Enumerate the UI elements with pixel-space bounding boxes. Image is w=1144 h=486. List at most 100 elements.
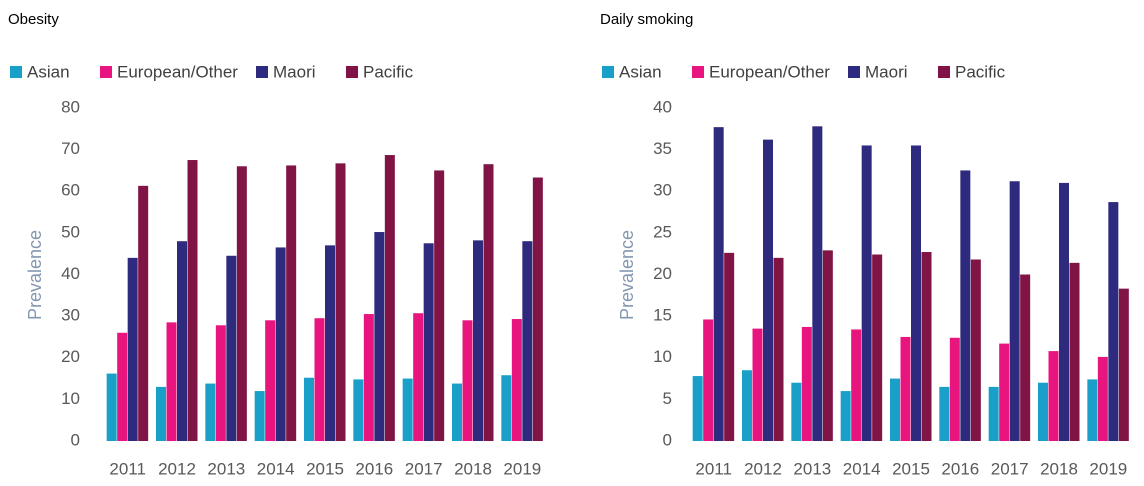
bar bbox=[1020, 274, 1031, 441]
bar bbox=[254, 391, 265, 441]
bar bbox=[791, 382, 802, 441]
bar bbox=[156, 386, 166, 441]
bar bbox=[511, 319, 522, 441]
bar bbox=[713, 127, 724, 442]
bar bbox=[703, 319, 714, 441]
bar bbox=[1059, 182, 1069, 442]
chart-title: Daily smoking bbox=[600, 11, 693, 28]
bar bbox=[872, 254, 883, 441]
legend-label: Asian bbox=[27, 62, 70, 81]
bar bbox=[384, 155, 395, 441]
bar bbox=[970, 259, 981, 441]
x-tick-label: 2015 bbox=[306, 459, 344, 478]
bar bbox=[335, 163, 346, 441]
bar bbox=[314, 318, 325, 441]
bar bbox=[473, 240, 483, 441]
legend-label: Maori bbox=[273, 62, 316, 81]
bar bbox=[801, 326, 812, 441]
bar bbox=[851, 329, 862, 441]
x-tick-label: 2011 bbox=[695, 459, 732, 478]
y-tick-label: 30 bbox=[61, 306, 80, 325]
bar bbox=[949, 337, 960, 441]
y-tick-label: 50 bbox=[61, 222, 80, 241]
x-tick-label: 2013 bbox=[207, 459, 245, 478]
bar bbox=[890, 378, 900, 441]
bar bbox=[226, 255, 237, 441]
y-tick-label: 35 bbox=[653, 139, 672, 158]
y-axis-label: Prevalence bbox=[25, 230, 45, 320]
bar bbox=[127, 257, 138, 441]
x-tick-label: 2019 bbox=[503, 459, 541, 478]
bar bbox=[1087, 379, 1098, 441]
bar bbox=[911, 145, 921, 441]
x-tick-label: 2016 bbox=[941, 459, 979, 478]
bar bbox=[1097, 356, 1108, 441]
bar bbox=[1009, 181, 1020, 441]
y-tick-label: 15 bbox=[653, 306, 672, 325]
y-tick-label: 40 bbox=[61, 264, 80, 283]
bar bbox=[1038, 382, 1048, 441]
bar bbox=[452, 383, 462, 441]
bar bbox=[939, 386, 950, 441]
bar bbox=[434, 170, 445, 441]
y-tick-label: 20 bbox=[653, 264, 672, 283]
y-tick-label: 25 bbox=[653, 222, 672, 241]
bar bbox=[286, 165, 297, 441]
x-tick-label: 2018 bbox=[454, 459, 492, 478]
y-tick-label: 10 bbox=[61, 389, 80, 408]
bar bbox=[1048, 351, 1059, 441]
bar bbox=[1069, 262, 1080, 441]
bar bbox=[501, 375, 512, 441]
x-tick-label: 2017 bbox=[991, 459, 1029, 478]
legend-swatch bbox=[10, 66, 22, 78]
bar bbox=[999, 343, 1010, 441]
bar bbox=[960, 170, 971, 441]
bar bbox=[988, 386, 999, 441]
legend-swatch bbox=[346, 66, 358, 78]
y-tick-label: 0 bbox=[663, 430, 672, 449]
legend-label: Pacific bbox=[363, 62, 414, 81]
legend-label: Maori bbox=[865, 62, 908, 81]
bar bbox=[861, 145, 872, 441]
y-tick-label: 20 bbox=[61, 347, 80, 366]
legend-label: Pacific bbox=[955, 62, 1006, 81]
bar bbox=[166, 322, 177, 441]
y-axis-label: Prevalence bbox=[617, 230, 637, 320]
bar bbox=[752, 328, 763, 441]
chart-title: Obesity bbox=[8, 11, 59, 28]
x-tick-label: 2017 bbox=[405, 459, 443, 478]
bar bbox=[402, 378, 413, 441]
bar bbox=[423, 243, 434, 441]
x-tick-label: 2013 bbox=[793, 459, 831, 478]
bar bbox=[532, 177, 543, 442]
bar bbox=[205, 383, 216, 441]
bar bbox=[921, 252, 932, 441]
y-tick-label: 30 bbox=[653, 181, 672, 200]
bar bbox=[265, 320, 276, 441]
x-tick-label: 2019 bbox=[1089, 459, 1127, 478]
y-tick-label: 40 bbox=[653, 97, 672, 116]
bar bbox=[374, 232, 385, 441]
bar bbox=[413, 313, 424, 441]
x-tick-label: 2012 bbox=[158, 459, 196, 478]
x-tick-label: 2014 bbox=[843, 459, 881, 478]
x-tick-label: 2018 bbox=[1040, 459, 1078, 478]
bar bbox=[353, 379, 364, 441]
bar bbox=[773, 257, 784, 441]
bar bbox=[1118, 288, 1129, 441]
bar bbox=[522, 241, 533, 441]
bar bbox=[325, 245, 335, 441]
bar bbox=[812, 126, 823, 441]
bar bbox=[177, 241, 187, 441]
bar bbox=[900, 336, 911, 441]
bar bbox=[840, 391, 851, 441]
bar bbox=[363, 314, 374, 441]
x-tick-label: 2015 bbox=[892, 459, 930, 478]
legend-label: European/Other bbox=[117, 62, 238, 81]
bar bbox=[106, 373, 117, 441]
x-tick-label: 2016 bbox=[355, 459, 393, 478]
bar bbox=[724, 252, 735, 441]
legend-swatch bbox=[692, 66, 704, 78]
legend-swatch bbox=[848, 66, 860, 78]
